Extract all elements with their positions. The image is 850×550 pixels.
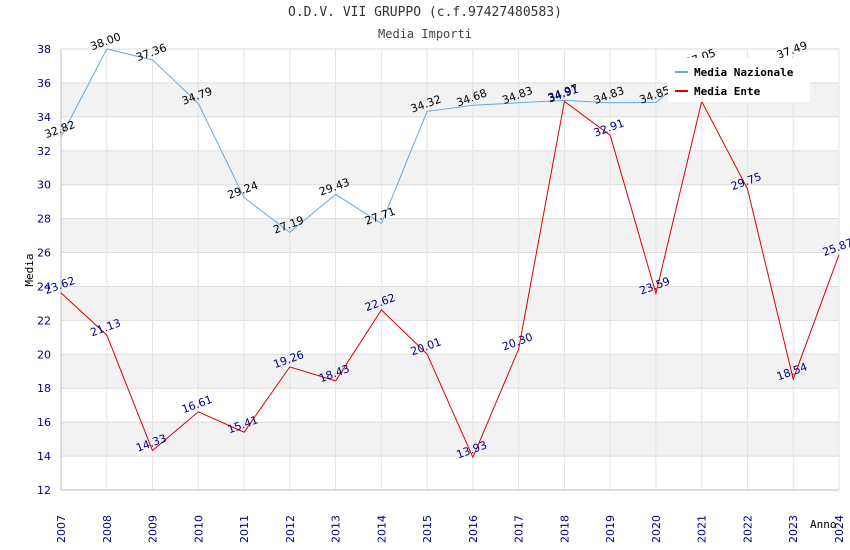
x-tick-label: 2007 xyxy=(55,515,68,543)
data-label: 20.30 xyxy=(500,330,534,353)
data-label: 38.00 xyxy=(89,30,123,53)
series-line-media-ente xyxy=(60,99,840,459)
x-tick-label: 2012 xyxy=(284,515,297,543)
x-tick-label: 2015 xyxy=(421,515,434,543)
grid-band xyxy=(61,354,839,389)
x-tick-label: 2011 xyxy=(238,515,251,543)
x-tick-label: 2009 xyxy=(147,515,160,543)
x-tick-label: 2024 xyxy=(833,515,846,543)
x-tick-label: 2018 xyxy=(558,515,571,543)
data-label: 37.36 xyxy=(134,41,168,64)
chart-title: O.D.V. VII GRUPPO (c.f.97427480583) xyxy=(288,5,562,20)
x-tick-label: 2014 xyxy=(375,515,388,543)
x-tick-label: 2022 xyxy=(741,515,754,543)
chart-subtitle: Media Importi xyxy=(378,27,472,41)
legend-label-media-nazionale: Media Nazionale xyxy=(694,66,794,79)
x-tick-label: 2021 xyxy=(696,515,709,543)
y-tick-label: 18 xyxy=(37,382,51,395)
x-tick-label: 2016 xyxy=(467,515,480,543)
x-tick-label: 2013 xyxy=(330,515,343,543)
x-tick-label: 2019 xyxy=(604,515,617,543)
y-tick-label: 14 xyxy=(37,450,51,463)
y-tick-label: 12 xyxy=(37,484,51,497)
y-tick-label: 26 xyxy=(37,247,51,260)
data-label: 32.91 xyxy=(592,117,626,140)
y-tick-label: 30 xyxy=(37,179,51,192)
legend-label-media-ente: Media Ente xyxy=(694,85,761,98)
x-tick-labels: 2007 2008 2009 2010 2011 2012 2013 2014 2015 2016… xyxy=(55,515,846,543)
x-tick-label: 2017 xyxy=(513,515,526,543)
x-tick-label: 2020 xyxy=(650,515,663,543)
y-tick-label: 24 xyxy=(37,280,51,293)
legend: Media Nazionale Media Ente xyxy=(668,58,810,102)
grid-band xyxy=(61,150,839,185)
y-tick-labels: 12 14 16 18 20 22 24 26 28 30 32 34 36 38 xyxy=(37,43,51,497)
y-tick-label: 34 xyxy=(37,111,51,124)
legend-background xyxy=(668,58,810,102)
y-tick-label: 38 xyxy=(37,43,51,56)
x-tick-label: 2008 xyxy=(101,515,114,543)
axes xyxy=(60,49,839,491)
grid-band xyxy=(61,422,839,457)
y-tick-label: 20 xyxy=(37,348,51,361)
y-axis-label: Media xyxy=(23,253,36,286)
grid-bands xyxy=(61,82,839,457)
grid-band xyxy=(61,218,839,253)
grid-band xyxy=(61,286,839,321)
x-axis-label: Anno xyxy=(810,518,837,531)
x-tick-label: 2023 xyxy=(787,515,800,543)
y-tick-label: 22 xyxy=(37,314,51,327)
y-tick-label: 16 xyxy=(37,416,51,429)
y-tick-label: 36 xyxy=(37,77,51,90)
y-tick-label: 32 xyxy=(37,145,51,158)
gridlines xyxy=(60,48,840,491)
x-tick-label: 2010 xyxy=(192,515,205,543)
y-tick-label: 28 xyxy=(37,213,51,226)
